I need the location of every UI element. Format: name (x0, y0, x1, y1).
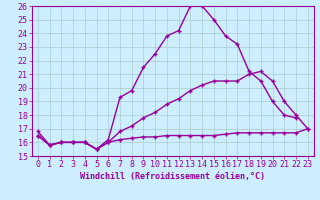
X-axis label: Windchill (Refroidissement éolien,°C): Windchill (Refroidissement éolien,°C) (80, 172, 265, 181)
